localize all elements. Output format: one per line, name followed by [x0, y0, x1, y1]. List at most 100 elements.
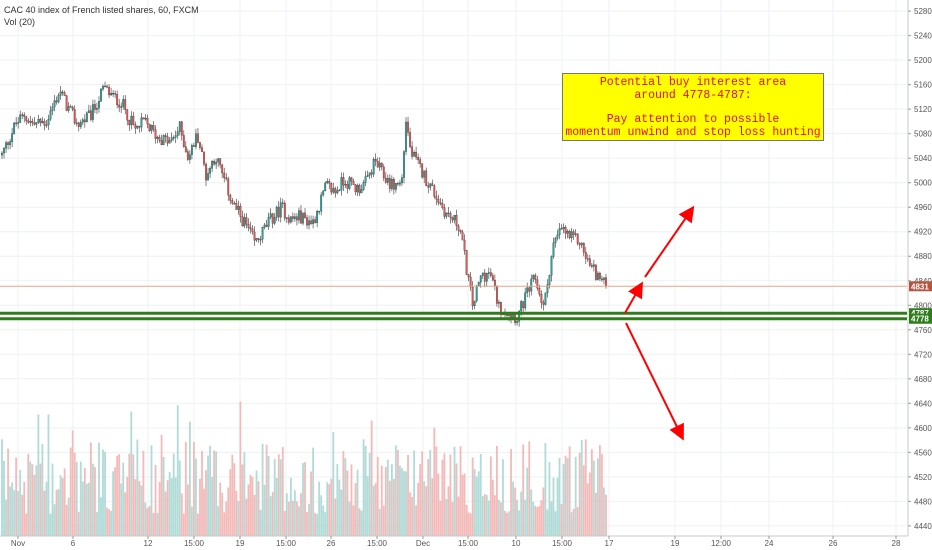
volume-bar: [500, 502, 502, 536]
volume-bar: [23, 481, 26, 536]
candle: [182, 130, 185, 148]
candle: [112, 90, 115, 98]
volume-bar: [166, 480, 169, 536]
volume-bar: [510, 448, 512, 536]
candle-body: [447, 212, 450, 215]
volume-bar: [283, 511, 286, 536]
candle-body: [425, 170, 428, 186]
candle-body: [257, 238, 260, 240]
volume-bar: [285, 493, 288, 536]
volume-bar: [498, 499, 500, 536]
volume-bar: [140, 485, 143, 536]
volume-bar: [350, 464, 353, 536]
candle: [300, 205, 302, 224]
candle-body: [433, 185, 436, 197]
volume-bar: [132, 454, 135, 536]
candle: [550, 255, 553, 282]
candle: [273, 213, 276, 226]
candle-body: [399, 182, 401, 185]
candle: [540, 290, 543, 309]
annotation-box: Potential buy interest area around 4778-…: [562, 73, 824, 141]
volume-bar: [118, 454, 121, 536]
candle-body: [463, 239, 466, 251]
volume-bar: [334, 498, 337, 536]
volume-bar: [530, 489, 533, 536]
candle-body: [382, 166, 385, 179]
candle-body: [172, 137, 175, 139]
candle: [366, 170, 369, 178]
candle-body: [578, 243, 581, 246]
candle-body: [580, 242, 583, 246]
candle: [483, 269, 486, 288]
candle: [336, 186, 339, 195]
candle-body: [83, 119, 86, 123]
volume-bar: [172, 453, 175, 536]
volume-bar: [322, 505, 325, 536]
candle-body: [3, 148, 5, 154]
volume-bar: [253, 494, 256, 536]
candle: [237, 200, 240, 215]
candle-body: [239, 206, 242, 217]
candle-body: [566, 231, 569, 234]
candle: [481, 272, 484, 279]
candle: [67, 102, 70, 113]
candle-body: [39, 119, 42, 124]
candle-body: [108, 87, 110, 96]
volume-bar: [235, 490, 238, 536]
candle-body: [21, 114, 24, 116]
volume-bar: [61, 478, 64, 536]
candle-body: [100, 88, 102, 102]
candle: [9, 138, 12, 150]
volume-bar: [534, 505, 537, 536]
volume-bar: [229, 469, 232, 536]
arrow-down: [625, 322, 684, 441]
candle-body: [366, 175, 369, 177]
volume-bar: [239, 401, 242, 536]
level-label-4787-bg: [909, 308, 932, 319]
volume-bar: [205, 470, 207, 536]
candle-body: [590, 265, 593, 267]
candle-body: [459, 230, 462, 233]
candle: [152, 121, 155, 132]
candle-body: [556, 234, 559, 239]
volume-bar: [275, 477, 278, 536]
volume-bar: [136, 439, 139, 536]
volume-bar: [289, 477, 292, 536]
volume-bar: [160, 434, 163, 536]
candle-body: [596, 272, 599, 280]
volume-bar: [152, 513, 155, 536]
candle: [114, 90, 117, 99]
volume-bar: [397, 449, 399, 536]
candle: [59, 86, 62, 100]
volume-bar: [85, 483, 88, 536]
candle: [174, 130, 177, 144]
volume-bar: [45, 481, 48, 536]
candle-body: [562, 227, 565, 230]
volume-bar: [433, 427, 436, 536]
candle-body: [376, 161, 379, 168]
volume-bar: [489, 456, 492, 536]
candle-body: [370, 172, 373, 175]
candle-body: [445, 212, 448, 217]
candle: [279, 197, 282, 223]
candle: [285, 217, 288, 223]
volume-bar: [342, 450, 345, 536]
candle-body: [87, 110, 90, 114]
candle: [302, 212, 304, 226]
candle: [188, 150, 191, 164]
candle-body: [390, 179, 393, 189]
candle: [259, 235, 262, 246]
candle-body: [203, 151, 205, 165]
volume-bar: [594, 492, 597, 536]
volume-bar: [267, 456, 270, 536]
volume-bar: [3, 460, 5, 536]
volume-bar: [390, 464, 393, 536]
candle: [411, 141, 413, 160]
candle: [104, 81, 106, 88]
volume-bar: [536, 507, 539, 536]
candle-body: [489, 272, 492, 276]
candle: [287, 214, 290, 225]
candle: [546, 279, 549, 298]
level-label-4778-bg: [909, 313, 932, 324]
volume-bar: [124, 492, 127, 536]
